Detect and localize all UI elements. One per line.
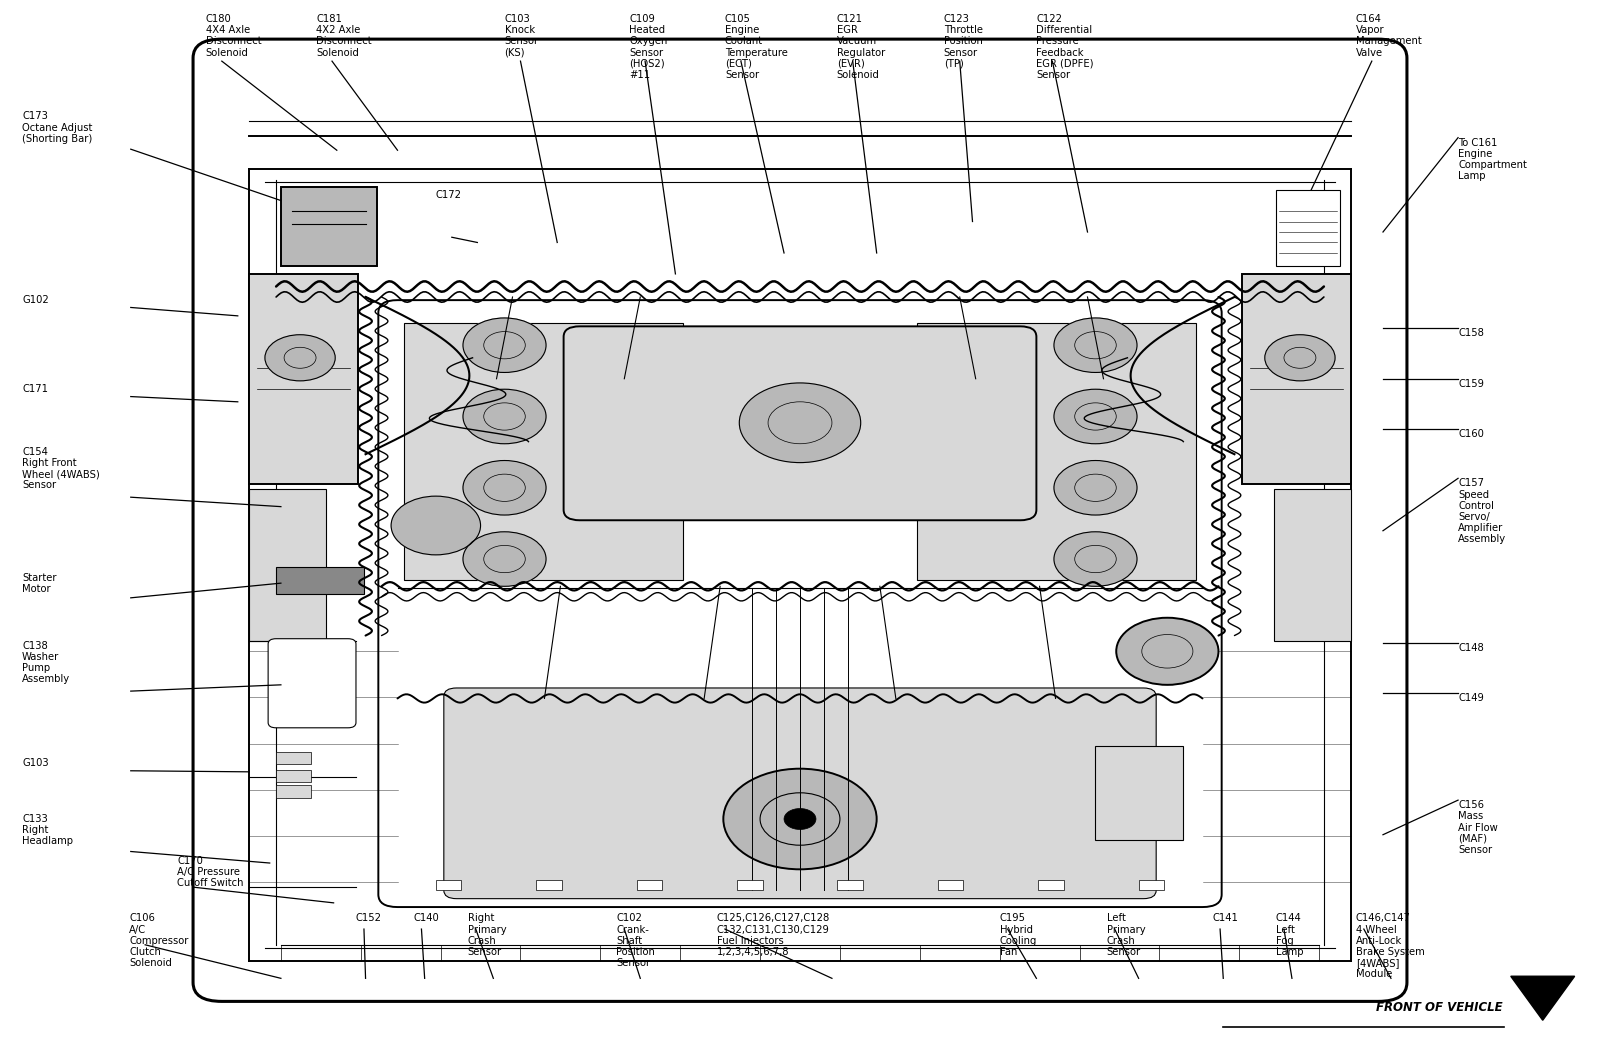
FancyBboxPatch shape <box>269 639 355 727</box>
Text: C125,C126,C127,C128
C132,C131,C130,C129
Fuel Injectors
1,2,3,4,5,6,7,8: C125,C126,C127,C128 C132,C131,C130,C129 … <box>717 913 830 957</box>
Circle shape <box>462 389 546 444</box>
Text: C158: C158 <box>1458 328 1483 338</box>
Text: Starter
Motor: Starter Motor <box>22 573 56 594</box>
Bar <box>917 324 1197 580</box>
Circle shape <box>266 334 336 380</box>
Text: C102
Crank-
Shaft
Position
Sensor: C102 Crank- Shaft Position Sensor <box>616 913 654 968</box>
Circle shape <box>462 460 546 515</box>
FancyBboxPatch shape <box>378 301 1222 907</box>
Text: C171: C171 <box>22 384 48 394</box>
Text: C105
Engine
Coolant
Temperature
(ECT)
Sensor: C105 Engine Coolant Temperature (ECT) Se… <box>725 14 787 80</box>
Circle shape <box>462 318 546 372</box>
Text: C157
Speed
Control
Servo/
Amplifier
Assembly: C157 Speed Control Servo/ Amplifier Asse… <box>1458 478 1506 544</box>
Bar <box>637 880 662 890</box>
Text: C122
Differential
Pressure
Feedback
EGR (DPFE)
Sensor: C122 Differential Pressure Feedback EGR … <box>1037 14 1094 80</box>
Text: C148: C148 <box>1458 643 1483 653</box>
Bar <box>536 880 562 890</box>
Bar <box>277 769 312 782</box>
Text: C173
Octane Adjust
(Shorting Bar): C173 Octane Adjust (Shorting Bar) <box>22 111 93 144</box>
Text: C146,C147
4 Wheel
Anti-Lock
Brake System
[4WABS]
Module: C146,C147 4 Wheel Anti-Lock Brake System… <box>1355 913 1424 980</box>
Text: C152: C152 <box>355 913 382 924</box>
Text: C160: C160 <box>1458 429 1483 439</box>
Bar <box>403 324 683 580</box>
FancyBboxPatch shape <box>443 688 1157 899</box>
Circle shape <box>1054 532 1138 586</box>
Text: C133
Right
Headlamp: C133 Right Headlamp <box>22 813 74 846</box>
Text: C141: C141 <box>1213 913 1238 924</box>
Text: C180
4X4 Axle
Disconnect
Solenoid: C180 4X4 Axle Disconnect Solenoid <box>206 14 261 58</box>
Text: C138
Washer
Pump
Assembly: C138 Washer Pump Assembly <box>22 641 70 684</box>
Text: C140: C140 <box>413 913 440 924</box>
Bar <box>738 880 763 890</box>
Circle shape <box>1264 334 1334 380</box>
Text: C106
A/C
Compressor
Clutch
Solenoid: C106 A/C Compressor Clutch Solenoid <box>130 913 189 968</box>
Bar <box>1139 880 1165 890</box>
Bar <box>277 751 312 764</box>
Bar <box>1274 489 1350 641</box>
Text: Right
Primary
Crash
Sensor: Right Primary Crash Sensor <box>467 913 507 957</box>
Text: C159: C159 <box>1458 378 1485 389</box>
Text: G102: G102 <box>22 295 50 305</box>
Text: FRONT OF VEHICLE: FRONT OF VEHICLE <box>1376 1002 1502 1014</box>
Polygon shape <box>1510 976 1574 1021</box>
Text: C121
EGR
Vacuum
Regulator
(EVR)
Solenoid: C121 EGR Vacuum Regulator (EVR) Solenoid <box>837 14 885 80</box>
Bar <box>277 785 312 798</box>
Text: To C161
Engine
Compartment
Lamp: To C161 Engine Compartment Lamp <box>1458 138 1526 181</box>
Bar <box>250 274 357 483</box>
Bar <box>1243 274 1350 483</box>
Bar <box>837 880 862 890</box>
Text: C170
A/C Pressure
Cutoff Switch: C170 A/C Pressure Cutoff Switch <box>178 856 243 888</box>
Text: C172: C172 <box>435 190 462 200</box>
FancyBboxPatch shape <box>194 39 1406 1002</box>
FancyBboxPatch shape <box>563 327 1037 520</box>
Circle shape <box>462 532 546 586</box>
Circle shape <box>1054 389 1138 444</box>
Bar <box>1038 880 1064 890</box>
Bar <box>282 187 376 266</box>
Text: C181
4X2 Axle
Disconnect
Solenoid: C181 4X2 Axle Disconnect Solenoid <box>317 14 371 58</box>
Bar <box>277 568 363 594</box>
Text: C103
Knock
Sensor
(KS): C103 Knock Sensor (KS) <box>504 14 539 58</box>
Bar <box>1096 745 1184 840</box>
Circle shape <box>1054 318 1138 372</box>
Text: C149: C149 <box>1458 694 1483 703</box>
Text: C109
Heated
Oxygen
Sensor
(HOS2)
#11: C109 Heated Oxygen Sensor (HOS2) #11 <box>629 14 667 80</box>
Circle shape <box>1117 618 1219 685</box>
Text: C195
Hybrid
Cooling
Fan: C195 Hybrid Cooling Fan <box>1000 913 1037 957</box>
Text: C144
Left
Fog
Lamp: C144 Left Fog Lamp <box>1275 913 1304 957</box>
Bar <box>250 489 326 641</box>
Circle shape <box>1054 460 1138 515</box>
Circle shape <box>723 768 877 869</box>
Text: Left
Primary
Crash
Sensor: Left Primary Crash Sensor <box>1107 913 1146 957</box>
Text: G103: G103 <box>22 758 48 768</box>
Text: C156
Mass
Air Flow
(MAF)
Sensor: C156 Mass Air Flow (MAF) Sensor <box>1458 800 1498 854</box>
Circle shape <box>390 496 480 555</box>
Text: C164
Vapor
Management
Valve: C164 Vapor Management Valve <box>1355 14 1421 58</box>
Text: C123
Throttle
Position
Sensor
(TP): C123 Throttle Position Sensor (TP) <box>944 14 982 68</box>
Bar <box>938 880 963 890</box>
Bar <box>1275 190 1339 266</box>
Circle shape <box>739 383 861 462</box>
Text: C154
Right Front
Wheel (4WABS)
Sensor: C154 Right Front Wheel (4WABS) Sensor <box>22 447 99 491</box>
Bar <box>435 880 461 890</box>
Circle shape <box>784 808 816 829</box>
